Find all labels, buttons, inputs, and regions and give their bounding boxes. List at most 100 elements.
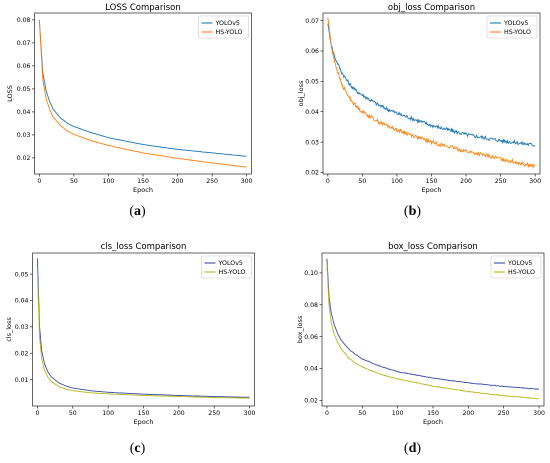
caption-d: (d) [403,441,422,456]
series-line-yolov5 [327,23,536,147]
legend-label: HS-YOLO [504,29,531,36]
y-tick-label: 0.03 [305,139,319,146]
x-tick-label: 300 [533,410,545,417]
x-tick-label: 0 [37,178,41,185]
y-tick-label: 0.02 [17,155,31,162]
y-tick-label: 0.02 [15,350,29,357]
legend-label: YOLOv5 [503,20,528,27]
chart-a: LOSS Comparison Epoch LOSS 0 50 100 150 200 2… [0,0,275,231]
caption-c: (c) [129,441,146,456]
legend-b: YOLOv5 HS-YOLO [486,15,538,39]
y-tick-label: 0.05 [17,86,31,93]
ticks-c: 0 50 100 150 200 250 300 0.01 0.02 0.03 0.04 0.05 [15,271,256,417]
x-tick-label: 50 [69,410,77,417]
legend-label: HS-YOLO [508,269,535,276]
y-tick-label: 0.03 [17,132,31,139]
x-axis-label-c: Epoch [134,418,154,426]
x-tick-label: 250 [208,410,220,417]
x-tick-label: 200 [462,410,474,417]
x-tick-label: 150 [137,178,149,185]
lines-b [327,17,536,170]
y-tick-label: 0.08 [17,17,31,24]
x-tick-label: 100 [102,410,114,417]
chart-title-c: cls_loss Comparison [101,242,187,252]
panel-d: box_loss Comparison Epoch box_loss 0 50 10… [275,231,550,462]
panel-a: LOSS Comparison Epoch LOSS 0 50 100 150 200 2… [0,0,275,231]
y-tick-label: 0.02 [305,170,319,177]
x-tick-label: 100 [392,410,404,417]
legend-label: YOLOv5 [215,20,240,27]
y-tick-label: 0.10 [304,270,318,277]
y-axis-label-d: box_loss [296,315,304,343]
x-tick-label: 100 [391,178,403,185]
y-tick-label: 0.05 [305,79,319,86]
plot-area-a [34,12,252,175]
legend-c: YOLOv5 HS-YOLO [201,255,252,279]
chart-title-a: LOSS Comparison [105,3,181,13]
legend-a: YOLOv5 HS-YOLO [198,15,249,39]
legend-label: YOLOv5 [218,260,243,267]
legend-label: YOLOv5 [507,260,532,267]
panel-b: obj_loss Comparison Epoch obj_loss 0 50 10… [275,0,550,231]
y-tick-label: 0.06 [304,334,318,341]
y-axis-label-c: cls_loss [5,317,13,342]
x-tick-label: 50 [70,178,78,185]
x-tick-label: 200 [172,178,184,185]
legend-d: YOLOv5 HS-YOLO [490,255,542,279]
ticks-a: 0 50 100 150 200 250 300 0.02 0.03 0.04 0.05 0.06 0.… [17,17,253,185]
x-tick-label: 100 [103,178,115,185]
x-tick-label: 150 [138,410,150,417]
x-tick-label: 0 [325,410,329,417]
x-tick-label: 250 [498,410,510,417]
x-axis-label-b: Epoch [422,186,442,194]
series-line-hs-yolo [326,264,540,400]
plot-area-d [321,252,545,407]
x-tick-label: 50 [358,178,366,185]
x-tick-label: 200 [460,178,472,185]
series-line-yolov5 [37,258,250,398]
x-tick-label: 300 [241,178,253,185]
series-line-hs-yolo [327,17,536,170]
caption-b: (b) [403,204,422,219]
series-line-hs-yolo [37,274,250,399]
legend-label: HS-YOLO [219,269,246,276]
chart-b: obj_loss Comparison Epoch obj_loss 0 50 10… [275,0,550,231]
ticks-d: 0 50 100 150 200 250 300 0.02 0.04 0.06 0.08 0.10 [304,270,545,417]
series-line-yolov5 [326,258,540,390]
x-tick-label: 0 [35,410,39,417]
y-tick-label: 0.04 [305,109,319,116]
x-tick-label: 200 [173,410,185,417]
y-tick-label: 0.04 [15,298,29,305]
x-axis-label-d: Epoch [423,418,443,426]
y-tick-label: 0.07 [17,40,31,47]
y-tick-label: 0.03 [15,324,29,331]
chart-d: box_loss Comparison Epoch box_loss 0 50 10… [275,231,550,462]
series-line-hs-yolo [38,19,247,168]
lines-c [37,258,250,399]
x-tick-label: 150 [427,410,439,417]
caption-a: (a) [129,204,146,219]
y-tick-label: 0.07 [305,18,319,25]
y-tick-label: 0.06 [17,63,31,70]
chart-c: cls_loss Comparison Epoch cls_loss 0 50 10… [0,231,275,462]
y-tick-label: 0.04 [17,109,31,116]
chart-title-d: box_loss Comparison [388,242,478,252]
series-line-yolov5 [38,19,247,157]
x-tick-label: 300 [529,178,541,185]
y-tick-label: 0.06 [305,48,319,55]
lines-d [326,258,540,400]
x-tick-label: 50 [358,410,366,417]
x-tick-label: 150 [426,178,438,185]
y-tick-label: 0.02 [304,398,318,405]
y-tick-label: 0.08 [304,302,318,309]
x-tick-label: 250 [495,178,507,185]
x-tick-label: 300 [244,410,256,417]
lines-a [38,19,247,168]
y-tick-label: 0.05 [15,271,29,278]
y-tick-label: 0.01 [15,377,29,384]
plot-area-c [32,252,255,407]
panel-c: cls_loss Comparison Epoch cls_loss 0 50 10… [0,231,275,462]
ticks-b: 0 50 100 150 200 250 300 0.02 0.03 0.04 0.05 0.06 0.… [305,18,541,185]
y-axis-label-b: obj_loss [297,80,305,106]
x-tick-label: 250 [206,178,218,185]
